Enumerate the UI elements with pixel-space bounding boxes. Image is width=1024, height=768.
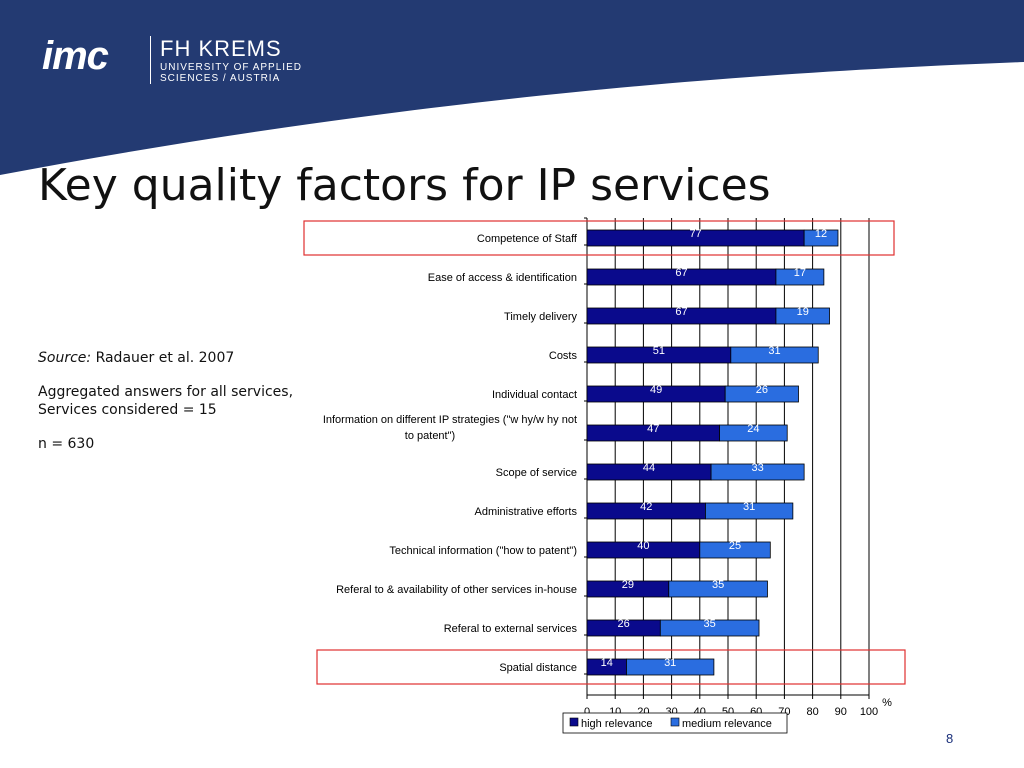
- bar-medium-relevance: [730, 346, 819, 364]
- x-tick-label: 90: [835, 706, 847, 718]
- source-label: Source:: [38, 350, 92, 366]
- bar-medium-relevance: [626, 658, 715, 676]
- bar-value-label: 51: [653, 345, 665, 357]
- bar-value-label: 42: [640, 501, 652, 513]
- page-title: Key quality factors for IP services: [38, 160, 771, 211]
- logo-divider: [150, 36, 151, 84]
- bar-value-label: 31: [768, 345, 780, 357]
- bar-value-label: 49: [650, 384, 662, 396]
- bar-value-label: 19: [797, 306, 809, 318]
- x-tick-label: 80: [806, 706, 818, 718]
- category-label: Information on different IP strategies (…: [323, 414, 577, 426]
- legend-label: medium relevance: [682, 718, 772, 730]
- bar-value-label: 44: [643, 462, 655, 474]
- aggregation-note: Aggregated answers for all services,: [38, 384, 294, 400]
- logo-subtitle-line1: UNIVERSITY OF APPLIED: [160, 62, 302, 73]
- category-label: Spatial distance: [499, 662, 577, 674]
- category-label: Ease of access & identification: [428, 272, 577, 284]
- bar-medium-relevance: [719, 424, 788, 442]
- bar-medium-relevance: [775, 268, 825, 286]
- category-label: Costs: [549, 350, 578, 362]
- category-label: Scope of service: [496, 467, 577, 479]
- bar-medium-relevance: [668, 580, 768, 598]
- bar-value-label: 47: [647, 423, 659, 435]
- bar-medium-relevance: [659, 619, 760, 637]
- bar-medium-relevance: [705, 502, 794, 520]
- bar-value-label: 12: [815, 228, 827, 240]
- sample-size-note: n = 630: [38, 436, 95, 452]
- bar-value-label: 33: [751, 462, 763, 474]
- category-label: Referal to external services: [444, 623, 578, 635]
- highlight-box: [303, 220, 895, 256]
- legend-label: high relevance: [581, 718, 653, 730]
- bar-medium-relevance: [775, 307, 830, 325]
- bar-value-label: 31: [664, 657, 676, 669]
- bar-value-label: 25: [729, 540, 741, 552]
- bar-value-label: 35: [704, 618, 716, 630]
- bar-value-label: 24: [747, 423, 759, 435]
- category-label: Referal to & availability of other servi…: [336, 584, 577, 596]
- bar-value-label: 31: [743, 501, 755, 513]
- bar-medium-relevance: [699, 541, 771, 559]
- category-label: Administrative efforts: [474, 506, 577, 518]
- header-banner: [0, 0, 1024, 175]
- bar-value-label: 67: [675, 267, 687, 279]
- bar-value-label: 67: [675, 306, 687, 318]
- category-label: Technical information ("how to patent"): [389, 545, 577, 557]
- imc-logo: imc: [42, 34, 109, 78]
- x-unit-label: %: [882, 697, 892, 709]
- bar-value-label: 26: [756, 384, 768, 396]
- bar-value-label: 14: [601, 657, 613, 669]
- logo-subtitle-line2: SCIENCES / AUSTRIA: [160, 73, 281, 84]
- page-number: 8: [946, 731, 954, 746]
- fh-krems-logo-name: FH KREMS: [160, 36, 282, 61]
- bar-value-label: 35: [712, 579, 724, 591]
- category-label: Timely delivery: [504, 311, 577, 323]
- services-note: Services considered = 15: [38, 402, 217, 418]
- x-tick-label: 100: [860, 706, 878, 718]
- bar-value-label: 77: [689, 228, 701, 240]
- source-text: Radauer et al. 2007: [95, 350, 235, 366]
- bar-value-label: 26: [618, 618, 630, 630]
- bar-medium-relevance: [724, 385, 799, 403]
- x-tick-label: 0: [584, 706, 590, 718]
- category-label: Individual contact: [492, 389, 577, 401]
- bar-medium-relevance: [803, 229, 839, 247]
- legend-swatch: [569, 717, 579, 727]
- highlight-box: [316, 649, 906, 685]
- legend-swatch: [670, 717, 680, 727]
- bar-value-label: 29: [622, 579, 634, 591]
- bar-value-label: 40: [637, 540, 649, 552]
- bar-medium-relevance: [710, 463, 805, 481]
- category-label: Competence of Staff: [477, 233, 578, 245]
- category-label: to patent"): [405, 430, 455, 442]
- bar-value-label: 17: [794, 267, 806, 279]
- source-note: Source: Radauer et al. 2007: [38, 350, 234, 366]
